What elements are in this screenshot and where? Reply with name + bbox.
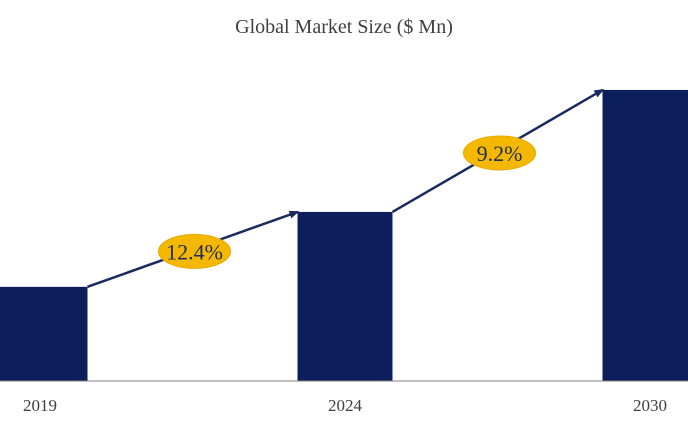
bar-2019	[0, 286, 88, 381]
bar-2024	[297, 211, 393, 381]
x-tick-label-2019: 2019	[23, 396, 57, 415]
chart-title: Global Market Size ($ Mn)	[235, 16, 453, 38]
growth-rate-label-2: 9.2%	[477, 141, 523, 166]
growth-rate-label-1: 12.4%	[166, 239, 223, 264]
x-tick-label-2030: 2030	[633, 396, 667, 415]
growth-rate-badge-1	[158, 233, 231, 269]
bar-2030	[602, 89, 688, 382]
x-tick-label-2024: 2024	[328, 396, 363, 415]
growth-rate-badge-2	[463, 135, 536, 171]
